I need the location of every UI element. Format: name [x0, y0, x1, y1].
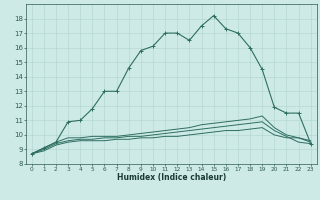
X-axis label: Humidex (Indice chaleur): Humidex (Indice chaleur) — [116, 173, 226, 182]
